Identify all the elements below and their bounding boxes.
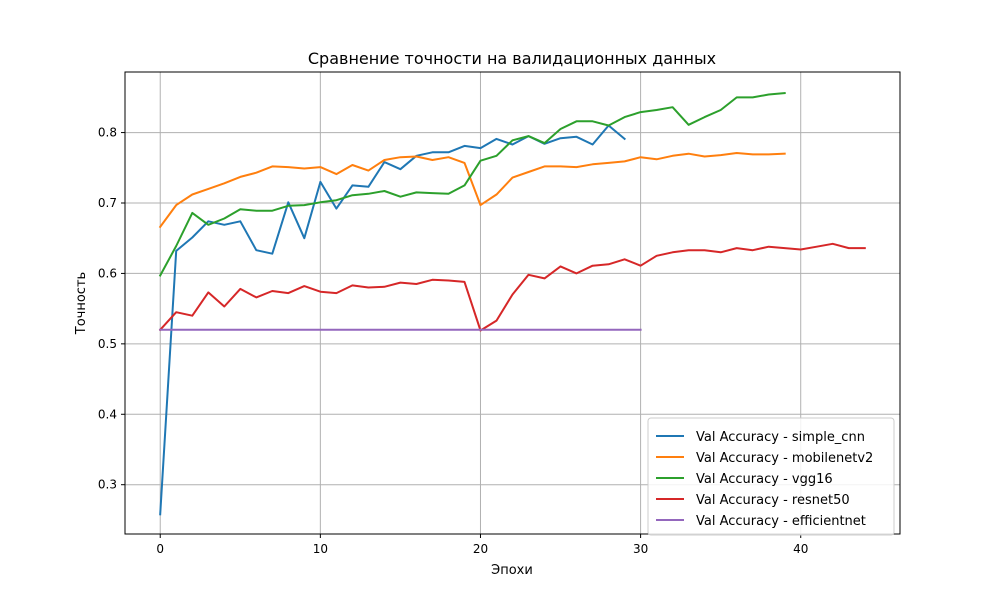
series-line-resnet50 [158, 242, 866, 332]
chart-title: Сравнение точности на валидационных данн… [308, 49, 716, 68]
x-tick-label: 40 [793, 542, 808, 556]
y-tick-label: 0.4 [98, 407, 117, 421]
legend-box [647, 417, 895, 536]
y-tick-label: 0.5 [98, 337, 117, 351]
series-line-simple_cnn [159, 124, 627, 516]
x-axis-label: Эпохи [491, 563, 533, 578]
x-tick-label: 10 [313, 542, 328, 556]
x-tick-label: 20 [473, 542, 488, 556]
x-tick-label: 30 [633, 542, 648, 556]
axes-frame [124, 71, 901, 535]
series-line-vgg16 [158, 92, 786, 277]
legend: Val Accuracy - simple_cnn Val Accuracy - … [647, 417, 895, 536]
y-tick-label: 0.3 [98, 478, 117, 492]
plot-area [158, 92, 866, 516]
y-tick-label: 0.6 [98, 266, 117, 280]
legend-entry: Val Accuracy - efficientnet [696, 514, 866, 529]
legend-entry: Val Accuracy - simple_cnn [696, 430, 865, 445]
y-axis-label: Точность [74, 272, 89, 335]
series-line-mobilenetv2 [158, 152, 786, 229]
y-tick-label: 0.7 [98, 196, 117, 210]
x-tick-label: 0 [156, 542, 164, 556]
legend-entry: Val Accuracy - mobilenetv2 [696, 451, 873, 466]
axis-ticks: 0 10 20 30 40 0.3 0.4 0.5 0.6 0.7 0.8 [98, 126, 808, 556]
y-tick-label: 0.8 [98, 126, 117, 140]
legend-entry: Val Accuracy - vgg16 [696, 472, 833, 487]
legend-entry: Val Accuracy - resnet50 [696, 493, 850, 508]
